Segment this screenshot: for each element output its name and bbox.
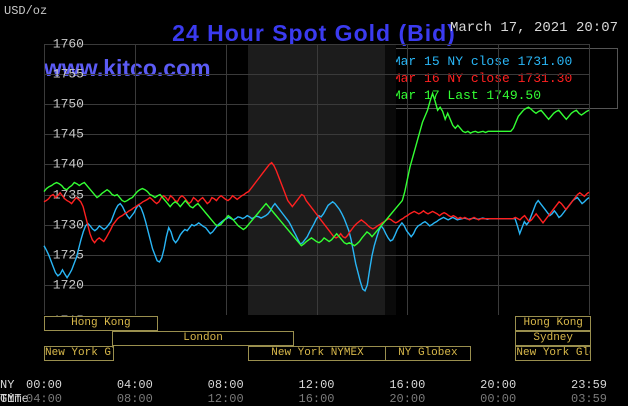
axis-gmt-row-tick-0: 04:00 xyxy=(26,392,62,406)
ny-time-ticks-row: 00:00 04:00 08:00 12:00 16:00 20:00 23:59 xyxy=(44,378,589,392)
session-bar-new-york-globex-0: New York Globex xyxy=(44,346,114,361)
chart-title: 24 Hour Spot Gold (Bid) xyxy=(0,20,628,47)
axis-gmt-row-tick-5: 00:00 xyxy=(480,392,516,406)
session-bar-sydney-1: Sydney xyxy=(515,331,591,346)
axis-gmt-row-tick-6: 03:59 xyxy=(571,392,607,406)
axis-time-row-tick-6: 23:59 xyxy=(571,378,607,392)
axis-gmt-row-tick-2: 12:00 xyxy=(208,392,244,406)
gold-chart-window: USD/oz 24 Hour Spot Gold (Bid) March 17,… xyxy=(0,0,628,406)
session-bar-ny-globex-2: NY Globex xyxy=(385,346,471,361)
gridline-v-6 xyxy=(589,44,590,315)
session-bar-london-0: London xyxy=(112,331,294,346)
axis-time-row-tick-0: 00:00 xyxy=(26,378,62,392)
axis-time-row-tick-4: 16:00 xyxy=(389,378,425,392)
price-line-chart[interactable] xyxy=(44,44,589,315)
line-mar15[interactable] xyxy=(44,198,589,291)
unit-label: USD/oz xyxy=(4,4,47,18)
axis-gmt-row-tick-3: 16:00 xyxy=(298,392,334,406)
line-mar17[interactable] xyxy=(44,93,589,245)
axis-time-row-tick-2: 08:00 xyxy=(208,378,244,392)
axis-time-row-tick-5: 20:00 xyxy=(480,378,516,392)
gmt-ticks-row: 04:00 08:00 12:00 16:00 20:00 00:00 03:59 xyxy=(44,392,589,406)
session-bar-hong-kong-0: Hong Kong xyxy=(44,316,158,331)
line-mar16[interactable] xyxy=(44,163,589,243)
datetime-label: March 17, 2021 20:07 xyxy=(450,20,618,36)
session-row-1: Hong Kong Hong Kong xyxy=(44,315,589,330)
axis-gmt-row-tick-1: 08:00 xyxy=(117,392,153,406)
axis-gmt-row-tick-4: 20:00 xyxy=(389,392,425,406)
session-row-2: London Sydney xyxy=(44,330,589,345)
session-bar-new-york-globex-3: New York Globex xyxy=(515,346,591,361)
axis-time-row-tick-1: 04:00 xyxy=(117,378,153,392)
session-bar-new-york-nymex-1: New York NYMEX xyxy=(248,346,386,361)
plot-area[interactable]: 1760 1755 1750 1745 1740 1735 1730 1725 … xyxy=(44,44,589,315)
session-bars-container: Hong Kong Hong Kong London Sydney New York… xyxy=(44,315,589,377)
session-bar-hong-kong-1: Hong Kong xyxy=(515,316,591,331)
axis-time-row-tick-3: 12:00 xyxy=(298,378,334,392)
